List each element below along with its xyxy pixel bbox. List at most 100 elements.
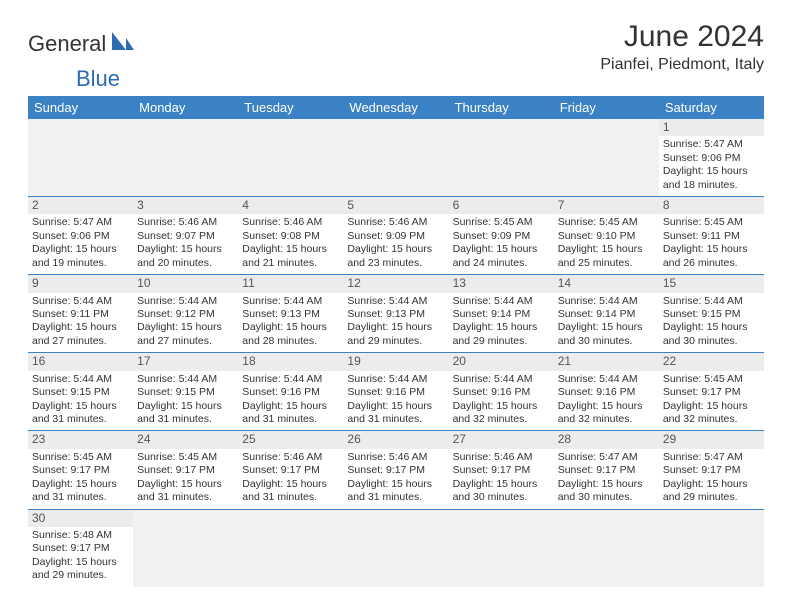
calendar-cell bbox=[28, 119, 133, 197]
calendar-table: Sunday Monday Tuesday Wednesday Thursday… bbox=[28, 96, 764, 587]
header-row: General June 2024 Pianfei, Piedmont, Ita… bbox=[28, 20, 764, 78]
sunrise-line: Sunrise: 5:44 AM bbox=[347, 295, 444, 308]
sunset-line: Sunset: 9:17 PM bbox=[242, 464, 339, 477]
day-number: 15 bbox=[659, 275, 764, 292]
sunset-line: Sunset: 9:17 PM bbox=[347, 464, 444, 477]
calendar-cell: 4Sunrise: 5:46 AMSunset: 9:08 PMDaylight… bbox=[238, 197, 343, 275]
day-number: 24 bbox=[133, 431, 238, 448]
daylight-line: Daylight: 15 hours and 31 minutes. bbox=[32, 478, 129, 505]
sunset-line: Sunset: 9:15 PM bbox=[663, 308, 760, 321]
calendar-row: 30Sunrise: 5:48 AMSunset: 9:17 PMDayligh… bbox=[28, 509, 764, 587]
weekday-header: Thursday bbox=[449, 96, 554, 119]
brand-logo: General bbox=[28, 30, 140, 57]
calendar-cell: 10 Sunrise: 5:44 AMSunset: 9:12 PMDayligh… bbox=[133, 275, 238, 353]
day-number: 11 bbox=[238, 275, 343, 292]
day-number: 9 bbox=[28, 275, 133, 292]
sunset-line: Sunset: 9:17 PM bbox=[663, 386, 760, 399]
day-number: 22 bbox=[659, 353, 764, 370]
day-number: 20 bbox=[449, 353, 554, 370]
day-number: 14 bbox=[554, 275, 659, 292]
sunset-line: Sunset: 9:17 PM bbox=[32, 464, 129, 477]
calendar-cell: 1Sunrise: 5:47 AMSunset: 9:06 PMDaylight… bbox=[659, 119, 764, 197]
calendar-cell: 25 Sunrise: 5:46 AMSunset: 9:17 PMDayligh… bbox=[238, 431, 343, 509]
daylight-line: Daylight: 15 hours and 31 minutes. bbox=[242, 478, 339, 505]
day-number: 8 bbox=[659, 197, 764, 214]
daylight-line: Daylight: 15 hours and 19 minutes. bbox=[32, 243, 129, 270]
day-number: 10 bbox=[133, 275, 238, 292]
day-number: 16 bbox=[28, 353, 133, 370]
daylight-line: Daylight: 15 hours and 31 minutes. bbox=[137, 478, 234, 505]
sunset-line: Sunset: 9:16 PM bbox=[242, 386, 339, 399]
calendar-cell: 22 Sunrise: 5:45 AMSunset: 9:17 PMDayligh… bbox=[659, 353, 764, 431]
calendar-cell: 28Sunrise: 5:47 AMSunset: 9:17 PMDayligh… bbox=[554, 431, 659, 509]
daylight-line: Daylight: 15 hours and 25 minutes. bbox=[558, 243, 655, 270]
sunrise-line: Sunrise: 5:46 AM bbox=[242, 451, 339, 464]
day-number: 28 bbox=[554, 431, 659, 448]
sunset-line: Sunset: 9:16 PM bbox=[347, 386, 444, 399]
calendar-row: 16Sunrise: 5:44 AMSunset: 9:15 PMDayligh… bbox=[28, 353, 764, 431]
calendar-cell bbox=[343, 119, 448, 197]
sunrise-line: Sunrise: 5:45 AM bbox=[663, 373, 760, 386]
sunset-line: Sunset: 9:16 PM bbox=[453, 386, 550, 399]
sunrise-line: Sunrise: 5:47 AM bbox=[663, 138, 760, 151]
calendar-cell bbox=[133, 119, 238, 197]
sunset-line: Sunset: 9:16 PM bbox=[558, 386, 655, 399]
daylight-line: Daylight: 15 hours and 27 minutes. bbox=[32, 321, 129, 348]
calendar-cell: 3Sunrise: 5:46 AMSunset: 9:07 PMDaylight… bbox=[133, 197, 238, 275]
sunset-line: Sunset: 9:17 PM bbox=[137, 464, 234, 477]
daylight-line: Daylight: 15 hours and 29 minutes. bbox=[32, 556, 129, 583]
calendar-cell bbox=[659, 509, 764, 587]
daylight-line: Daylight: 15 hours and 30 minutes. bbox=[453, 478, 550, 505]
calendar-row: 23Sunrise: 5:45 AMSunset: 9:17 PMDayligh… bbox=[28, 431, 764, 509]
daylight-line: Daylight: 15 hours and 27 minutes. bbox=[137, 321, 234, 348]
calendar-cell: 8Sunrise: 5:45 AMSunset: 9:11 PMDaylight… bbox=[659, 197, 764, 275]
calendar-cell bbox=[449, 509, 554, 587]
sunrise-line: Sunrise: 5:46 AM bbox=[137, 216, 234, 229]
sunrise-line: Sunrise: 5:44 AM bbox=[242, 295, 339, 308]
daylight-line: Daylight: 15 hours and 31 minutes. bbox=[137, 400, 234, 427]
sunrise-line: Sunrise: 5:46 AM bbox=[347, 216, 444, 229]
calendar-row: 1Sunrise: 5:47 AMSunset: 9:06 PMDaylight… bbox=[28, 119, 764, 197]
title-block: June 2024 Pianfei, Piedmont, Italy bbox=[600, 20, 764, 78]
sunrise-line: Sunrise: 5:44 AM bbox=[137, 373, 234, 386]
weekday-header: Wednesday bbox=[343, 96, 448, 119]
sunrise-line: Sunrise: 5:47 AM bbox=[663, 451, 760, 464]
calendar-cell: 12Sunrise: 5:44 AMSunset: 9:13 PMDayligh… bbox=[343, 275, 448, 353]
sunset-line: Sunset: 9:07 PM bbox=[137, 230, 234, 243]
calendar-cell: 14Sunrise: 5:44 AMSunset: 9:14 PMDayligh… bbox=[554, 275, 659, 353]
sunrise-line: Sunrise: 5:46 AM bbox=[347, 451, 444, 464]
daylight-line: Daylight: 15 hours and 18 minutes. bbox=[663, 165, 760, 192]
sunrise-line: Sunrise: 5:44 AM bbox=[137, 295, 234, 308]
sunset-line: Sunset: 9:17 PM bbox=[32, 542, 129, 555]
sunset-line: Sunset: 9:06 PM bbox=[663, 152, 760, 165]
sunrise-line: Sunrise: 5:45 AM bbox=[663, 216, 760, 229]
sail-icon bbox=[110, 30, 136, 57]
daylight-line: Daylight: 15 hours and 30 minutes. bbox=[558, 321, 655, 348]
daylight-line: Daylight: 15 hours and 31 minutes. bbox=[32, 400, 129, 427]
weekday-header-row: Sunday Monday Tuesday Wednesday Thursday… bbox=[28, 96, 764, 119]
calendar-cell: 26Sunrise: 5:46 AMSunset: 9:17 PMDayligh… bbox=[343, 431, 448, 509]
daylight-line: Daylight: 15 hours and 28 minutes. bbox=[242, 321, 339, 348]
sunrise-line: Sunrise: 5:44 AM bbox=[663, 295, 760, 308]
sunrise-line: Sunrise: 5:44 AM bbox=[32, 373, 129, 386]
day-number: 2 bbox=[28, 197, 133, 214]
daylight-line: Daylight: 15 hours and 32 minutes. bbox=[663, 400, 760, 427]
day-number: 25 bbox=[238, 431, 343, 448]
weekday-header: Saturday bbox=[659, 96, 764, 119]
calendar-cell: 20Sunrise: 5:44 AMSunset: 9:16 PMDayligh… bbox=[449, 353, 554, 431]
sunset-line: Sunset: 9:15 PM bbox=[32, 386, 129, 399]
calendar-cell bbox=[133, 509, 238, 587]
calendar-page: General June 2024 Pianfei, Piedmont, Ita… bbox=[0, 0, 792, 607]
sunrise-line: Sunrise: 5:44 AM bbox=[453, 295, 550, 308]
calendar-cell: 30Sunrise: 5:48 AMSunset: 9:17 PMDayligh… bbox=[28, 509, 133, 587]
daylight-line: Daylight: 15 hours and 29 minutes. bbox=[347, 321, 444, 348]
daylight-line: Daylight: 15 hours and 23 minutes. bbox=[347, 243, 444, 270]
daylight-line: Daylight: 15 hours and 32 minutes. bbox=[453, 400, 550, 427]
sunrise-line: Sunrise: 5:45 AM bbox=[32, 451, 129, 464]
daylight-line: Daylight: 15 hours and 20 minutes. bbox=[137, 243, 234, 270]
day-number: 18 bbox=[238, 353, 343, 370]
calendar-cell: 18Sunrise: 5:44 AMSunset: 9:16 PMDayligh… bbox=[238, 353, 343, 431]
sunset-line: Sunset: 9:09 PM bbox=[453, 230, 550, 243]
calendar-cell: 24Sunrise: 5:45 AMSunset: 9:17 PMDayligh… bbox=[133, 431, 238, 509]
sunset-line: Sunset: 9:12 PM bbox=[137, 308, 234, 321]
